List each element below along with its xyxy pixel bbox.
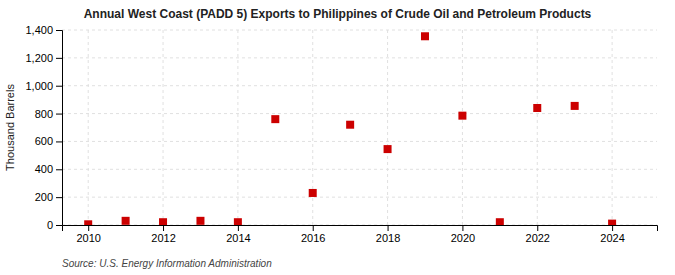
tick-mark xyxy=(56,169,62,170)
point xyxy=(421,32,429,40)
tick-label: 1,000 xyxy=(25,80,53,92)
tick-label: 0 xyxy=(47,219,53,231)
point xyxy=(384,145,392,153)
tick: 800 xyxy=(35,108,62,120)
tick-mark xyxy=(56,141,62,142)
point xyxy=(309,189,317,197)
grid-line xyxy=(62,85,657,86)
point xyxy=(271,115,279,123)
grid-line xyxy=(387,30,388,225)
tick-mark xyxy=(56,58,62,59)
tick-label: 600 xyxy=(35,135,53,147)
tick-mark xyxy=(56,30,62,31)
point xyxy=(496,218,504,225)
tick: 2020 xyxy=(451,225,475,244)
tick-mark xyxy=(313,225,314,231)
grid-line xyxy=(62,57,657,58)
point xyxy=(458,112,466,120)
grid xyxy=(62,30,657,225)
tick: 1,400 xyxy=(25,24,62,36)
axis-line xyxy=(63,226,658,232)
tick: 2024 xyxy=(600,225,624,244)
tick-mark xyxy=(56,86,62,87)
grid-line xyxy=(62,141,657,142)
tick-label: 2018 xyxy=(376,232,400,244)
point xyxy=(533,104,541,112)
tick-mark xyxy=(56,225,62,226)
title: Annual West Coast (PADD 5) Exports to Ph… xyxy=(84,7,592,21)
point xyxy=(234,218,242,225)
point xyxy=(608,220,616,225)
tick-mark xyxy=(88,225,89,231)
grid-line xyxy=(612,30,613,225)
tick-mark xyxy=(56,114,62,115)
grid-line xyxy=(237,30,238,225)
tick: 2010 xyxy=(76,225,100,244)
tick-label: 2010 xyxy=(76,232,100,244)
y-axis-title: Thousand Barrels xyxy=(4,84,16,171)
tick-mark xyxy=(56,197,62,198)
tick-label: 1,400 xyxy=(25,24,53,36)
tick-label: 2016 xyxy=(301,232,325,244)
grid-line xyxy=(62,30,657,31)
points xyxy=(84,32,616,225)
tick-mark xyxy=(388,225,389,231)
grid-line xyxy=(163,30,164,225)
tick: 0 xyxy=(47,219,62,231)
grid-line xyxy=(462,30,463,225)
chart: 2010 2012 2014 2016 2018 2020 2022 2024 0 200 400 6… xyxy=(0,0,675,275)
tick-label: 800 xyxy=(35,108,53,120)
point xyxy=(84,220,92,225)
tick-label: 400 xyxy=(35,163,53,175)
point xyxy=(159,218,167,225)
tick-mark xyxy=(238,225,239,231)
grid-line xyxy=(88,30,89,225)
grid-line xyxy=(62,113,657,114)
tick: 2018 xyxy=(376,225,400,244)
tick-label: 2024 xyxy=(600,232,624,244)
tick-mark xyxy=(537,225,538,231)
tick: 1,000 xyxy=(25,80,62,92)
tick: 2016 xyxy=(301,225,325,244)
grid-line xyxy=(62,169,657,170)
tick: 400 xyxy=(35,163,62,175)
grid-line xyxy=(537,30,538,225)
point xyxy=(122,217,130,225)
source-note: Source: U.S. Energy Information Administ… xyxy=(62,258,272,269)
tick: 1,200 xyxy=(25,52,62,64)
tick-mark xyxy=(462,225,463,231)
tick-label: 2020 xyxy=(451,232,475,244)
tick-label: 1,200 xyxy=(25,52,53,64)
tick: 2022 xyxy=(526,225,550,244)
tick: 2014 xyxy=(226,225,250,244)
tick-mark xyxy=(612,225,613,231)
tick: 200 xyxy=(35,191,62,203)
y-axis: 0 200 400 600 800 1,000 1,200 1,400 xyxy=(25,24,62,231)
point xyxy=(571,102,579,110)
x-axis: 2010 2012 2014 2016 2018 2020 2022 2024 xyxy=(63,225,658,244)
tick-label: 2022 xyxy=(526,232,550,244)
tick: 2012 xyxy=(151,225,175,244)
tick-label: 2014 xyxy=(226,232,250,244)
point xyxy=(346,121,354,129)
tick-label: 2012 xyxy=(151,232,175,244)
axis-line xyxy=(56,31,63,226)
tick-label: 200 xyxy=(35,191,53,203)
tick-mark xyxy=(163,225,164,231)
grid-line xyxy=(62,197,657,198)
plot: 2010 2012 2014 2016 2018 2020 2022 2024 0 200 400 6… xyxy=(25,24,657,244)
point xyxy=(196,217,204,225)
tick: 600 xyxy=(35,135,62,147)
